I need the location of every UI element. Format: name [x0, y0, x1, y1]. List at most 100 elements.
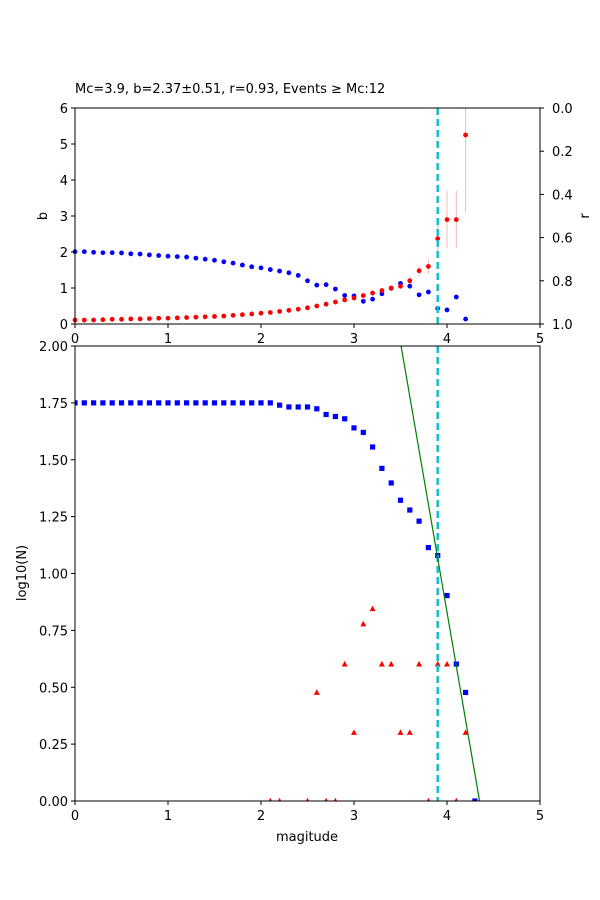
b-point — [193, 314, 199, 320]
r-point — [193, 255, 199, 261]
r-point — [295, 273, 301, 278]
bottom-y-ticks: 0.00 0.25 0.50 0.75 1.00 1.25 1.50 1.75 2.00 — [39, 340, 75, 810]
y-tick-label: 3 — [60, 210, 68, 225]
cumulative-count-point — [230, 400, 236, 406]
r-point — [128, 251, 134, 257]
b-point — [258, 310, 264, 316]
y-right-tick-label: 0.0 — [552, 102, 573, 117]
b-point — [453, 217, 459, 223]
r-point — [100, 250, 106, 256]
b-point — [165, 315, 171, 321]
b-point — [370, 290, 375, 296]
top-panel-title: Mc=3.9, b=2.37±0.51, r=0.93, Events ≥ Mc… — [75, 82, 385, 97]
b-point — [379, 288, 385, 293]
bottom-x-ticks: 0 1 2 3 4 5 — [71, 801, 544, 824]
incremental-count-point — [462, 729, 469, 735]
cumulative-count-point — [146, 400, 152, 406]
b-point — [119, 316, 124, 322]
b-point — [333, 299, 338, 305]
cumulative-count-point — [444, 592, 450, 599]
x-tick-label: 1 — [164, 809, 172, 824]
b-point — [286, 307, 292, 313]
x-tick-label: 1 — [164, 332, 172, 347]
b-point — [295, 306, 301, 312]
cumulative-count-point — [267, 400, 273, 406]
incremental-count-point — [397, 729, 404, 735]
cumulative-count-point — [156, 400, 162, 406]
bottom-y-axis-label: log10(N) — [15, 545, 30, 601]
r-point — [156, 253, 162, 258]
cumulative-count-point — [221, 400, 227, 406]
incremental-count-point — [434, 660, 441, 667]
y-tick-label: 1.25 — [39, 511, 68, 526]
incremental-count-point — [388, 660, 395, 667]
cumulative-count-point — [91, 400, 97, 406]
b-point — [435, 236, 441, 242]
b-point — [221, 313, 227, 319]
x-tick-label: 3 — [350, 809, 358, 824]
b-point — [174, 315, 180, 321]
x-tick-label: 3 — [350, 332, 358, 347]
x-tick-label: 2 — [257, 332, 265, 347]
cumulative-count-point — [211, 400, 218, 406]
r-point — [137, 251, 143, 257]
incremental-count-point — [313, 689, 320, 695]
b-point — [351, 295, 357, 301]
cumulative-count-point — [425, 544, 431, 551]
cumulative-count-point — [463, 689, 469, 696]
y-tick-label: 0.00 — [39, 795, 68, 810]
b-point — [156, 315, 162, 321]
y-tick-label: 2 — [60, 246, 68, 261]
r-point — [323, 282, 329, 288]
cumulative-count-point — [295, 404, 301, 410]
incremental-count-point — [324, 797, 328, 801]
b-point — [314, 303, 320, 309]
r-point — [277, 268, 282, 274]
y-tick-label: 1.00 — [39, 568, 68, 583]
y-tick-label: 1 — [60, 282, 68, 297]
y-tick-label: 2.00 — [39, 340, 68, 355]
cumulative-count-point — [249, 400, 255, 406]
x-tick-label: 0 — [71, 809, 79, 824]
r-point — [174, 254, 180, 260]
y-right-tick-label: 0.6 — [552, 232, 573, 247]
b-point — [147, 316, 152, 321]
b-point — [426, 264, 431, 269]
y-tick-label: 5 — [60, 138, 68, 153]
bottom-x-axis-label: magitude — [276, 830, 338, 845]
top-y-ticks: 0 1 2 3 4 5 6 — [60, 102, 75, 333]
y-tick-label: 1.50 — [39, 454, 68, 469]
b-point — [342, 297, 348, 303]
incremental-count-point — [378, 660, 385, 667]
r-point — [416, 292, 422, 298]
r-point — [202, 256, 208, 262]
incremental-count-point — [333, 797, 338, 801]
r-point — [444, 307, 450, 313]
cumulative-count-point — [193, 400, 199, 406]
cumulative-count-point — [118, 400, 125, 406]
incremental-count-point — [426, 797, 431, 801]
b-point — [416, 268, 422, 274]
r-point — [333, 286, 338, 292]
y-tick-label: 1.75 — [39, 397, 68, 412]
cumulative-count-point — [174, 400, 180, 406]
incremental-count-point — [444, 660, 450, 667]
b-point — [463, 132, 468, 138]
b-point — [277, 309, 282, 314]
r-point — [426, 289, 431, 295]
x-tick-label: 5 — [536, 332, 544, 347]
cumulative-count-point — [407, 507, 413, 513]
bottom-panel-marks — [75, 346, 481, 801]
r-point — [91, 249, 96, 255]
cumulative-count-point — [314, 406, 320, 412]
r-point — [463, 316, 468, 322]
cumulative-count-point — [397, 497, 404, 503]
cumulative-count-point — [137, 400, 143, 406]
cumulative-count-point — [184, 400, 190, 406]
gutenberg-richter-fit-line — [400, 346, 481, 801]
b-point — [398, 283, 403, 289]
cumulative-count-point — [258, 400, 264, 406]
cumulative-count-point — [109, 400, 115, 406]
top-panel-marks — [72, 108, 468, 324]
cumulative-count-point — [323, 411, 329, 418]
